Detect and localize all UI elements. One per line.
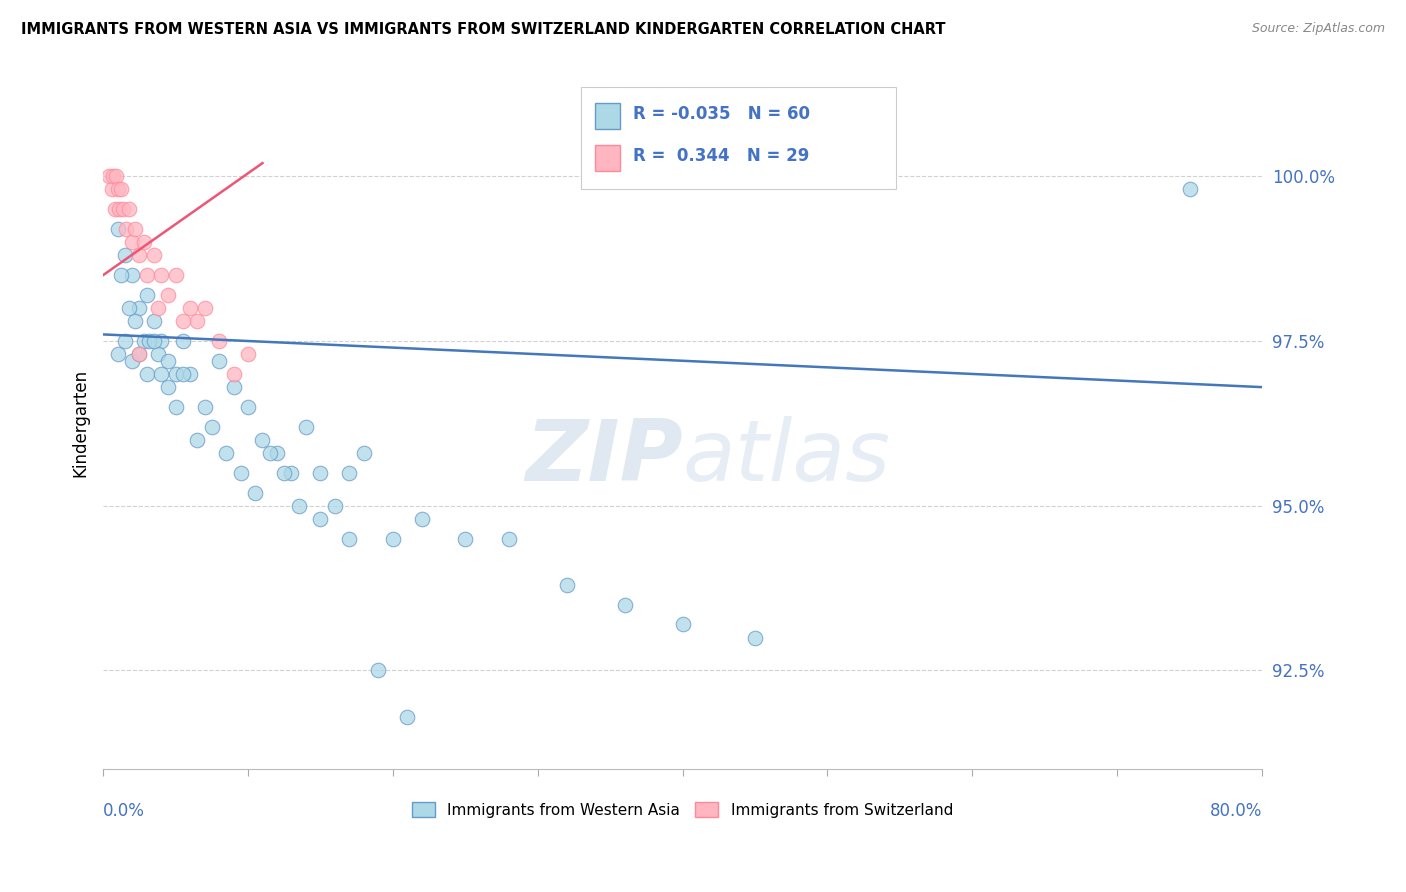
Point [186, 314, 208, 328]
Point [121, 353, 143, 368]
Point [280, 466, 302, 480]
Point [121, 235, 143, 249]
Point [142, 248, 165, 262]
Point [135, 268, 157, 282]
Point [107, 222, 129, 236]
Point [135, 367, 157, 381]
Point [353, 446, 375, 460]
Point [128, 248, 150, 262]
Point [179, 301, 201, 315]
Text: atlas: atlas [682, 417, 890, 500]
Point [115, 222, 138, 236]
Point [671, 617, 693, 632]
Point [201, 419, 224, 434]
Y-axis label: Kindergarten: Kindergarten [72, 369, 89, 477]
Point [157, 288, 180, 302]
Text: R = -0.035   N = 60: R = -0.035 N = 60 [633, 105, 810, 123]
Point [309, 466, 332, 480]
Point [1178, 182, 1201, 196]
Point [222, 380, 245, 394]
Point [138, 334, 160, 348]
Point [114, 334, 136, 348]
Point [252, 433, 274, 447]
Point [165, 400, 187, 414]
Point [245, 485, 267, 500]
Text: IMMIGRANTS FROM WESTERN ASIA VS IMMIGRANTS FROM SWITZERLAND KINDERGARTEN CORRELA: IMMIGRANTS FROM WESTERN ASIA VS IMMIGRAN… [21, 22, 946, 37]
Text: R =  0.344   N = 29: R = 0.344 N = 29 [633, 147, 808, 165]
Point [112, 202, 135, 217]
Point [104, 202, 127, 217]
Point [339, 532, 361, 546]
Point [150, 334, 173, 348]
Point [172, 314, 194, 328]
Point [124, 314, 146, 328]
Point [744, 631, 766, 645]
Point [110, 268, 132, 282]
Point [222, 367, 245, 381]
Point [135, 288, 157, 302]
Point [208, 334, 231, 348]
Point [148, 347, 170, 361]
Point [498, 532, 520, 546]
Point [295, 419, 318, 434]
Point [150, 367, 173, 381]
Point [172, 367, 194, 381]
Point [101, 182, 124, 196]
Point [157, 353, 180, 368]
Text: 0.0%: 0.0% [103, 802, 145, 821]
Point [124, 222, 146, 236]
Point [157, 380, 180, 394]
Point [165, 367, 187, 381]
Point [215, 446, 238, 460]
Point [108, 202, 131, 217]
Point [613, 598, 636, 612]
Point [128, 301, 150, 315]
Point [107, 347, 129, 361]
Point [229, 466, 252, 480]
Point [132, 235, 155, 249]
Point [309, 512, 332, 526]
Point [323, 499, 346, 513]
Point [454, 532, 477, 546]
Point [128, 347, 150, 361]
Point [142, 334, 165, 348]
Point [259, 446, 281, 460]
Point [118, 202, 141, 217]
Point [121, 268, 143, 282]
Point [273, 466, 295, 480]
Point [128, 347, 150, 361]
Point [411, 512, 433, 526]
Point [97, 169, 120, 184]
Point [110, 182, 132, 196]
Point [165, 268, 187, 282]
Point [236, 400, 259, 414]
Point [208, 353, 231, 368]
Text: ZIP: ZIP [524, 417, 682, 500]
Point [396, 709, 419, 723]
Text: 80.0%: 80.0% [1209, 802, 1263, 821]
Point [172, 334, 194, 348]
Point [339, 466, 361, 480]
Point [555, 578, 578, 592]
Point [142, 314, 165, 328]
Point [105, 169, 128, 184]
Point [148, 301, 170, 315]
Point [132, 334, 155, 348]
Point [186, 433, 208, 447]
Text: Source: ZipAtlas.com: Source: ZipAtlas.com [1251, 22, 1385, 36]
Point [193, 301, 215, 315]
Point [114, 248, 136, 262]
Point [150, 268, 173, 282]
Point [193, 400, 215, 414]
Point [118, 301, 141, 315]
Point [381, 532, 404, 546]
Point [107, 182, 129, 196]
Point [179, 367, 201, 381]
Point [287, 499, 309, 513]
Point [103, 169, 125, 184]
Legend: Immigrants from Western Asia, Immigrants from Switzerland: Immigrants from Western Asia, Immigrants… [406, 796, 959, 824]
Point [236, 347, 259, 361]
Point [367, 664, 389, 678]
Point [266, 446, 288, 460]
